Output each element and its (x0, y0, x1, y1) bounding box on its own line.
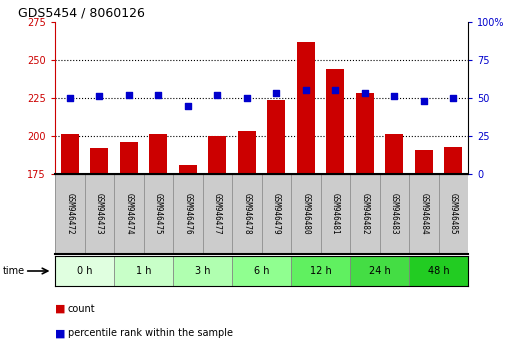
Text: 48 h: 48 h (428, 266, 449, 276)
Point (125, 92, 133, 98)
Text: GDS5454 / 8060126: GDS5454 / 8060126 (18, 6, 145, 19)
Point (361, 91, 369, 96)
Text: GSM946481: GSM946481 (331, 193, 340, 235)
Text: ■: ■ (55, 304, 65, 314)
Text: GSM946474: GSM946474 (124, 193, 133, 235)
Bar (55, 256, 114, 286)
Point (154, 92, 163, 98)
Point (420, 98, 428, 104)
Text: 6 h: 6 h (254, 266, 269, 276)
Point (449, 95, 457, 101)
Text: GSM946479: GSM946479 (272, 193, 281, 235)
Bar (297, 42, 314, 174)
Bar (356, 93, 373, 174)
Text: GSM946473: GSM946473 (95, 193, 104, 235)
Bar (444, 147, 462, 174)
Text: ■: ■ (55, 329, 65, 338)
Text: GSM946477: GSM946477 (213, 193, 222, 235)
Bar (208, 136, 226, 174)
Point (183, 103, 192, 108)
Bar (61, 135, 79, 174)
Text: 0 h: 0 h (77, 266, 92, 276)
Bar (114, 256, 173, 286)
Text: GSM946485: GSM946485 (449, 193, 458, 235)
Bar (179, 165, 197, 174)
Point (301, 87, 310, 93)
Bar (350, 256, 409, 286)
Bar (91, 148, 108, 174)
Bar (149, 135, 167, 174)
Point (213, 92, 221, 98)
Bar (238, 131, 255, 174)
Text: 1 h: 1 h (136, 266, 151, 276)
Point (95, 94, 104, 99)
Point (66, 95, 74, 101)
Text: GSM946483: GSM946483 (390, 193, 399, 235)
Bar (232, 256, 291, 286)
Point (331, 87, 339, 93)
Text: time: time (3, 266, 25, 276)
Point (272, 91, 280, 96)
Bar (326, 69, 344, 174)
Bar (291, 256, 350, 286)
Bar (120, 142, 138, 174)
Bar (385, 135, 403, 174)
Point (242, 95, 251, 101)
Bar (267, 99, 285, 174)
Text: percentile rank within the sample: percentile rank within the sample (68, 329, 233, 338)
Text: GSM946472: GSM946472 (65, 193, 74, 235)
Text: 24 h: 24 h (369, 266, 391, 276)
Bar (409, 256, 468, 286)
Text: 12 h: 12 h (310, 266, 332, 276)
Text: GSM946480: GSM946480 (301, 193, 310, 235)
Point (390, 94, 398, 99)
Text: 3 h: 3 h (195, 266, 210, 276)
Text: count: count (68, 304, 96, 314)
Bar (173, 256, 232, 286)
Text: GSM946482: GSM946482 (360, 193, 369, 235)
Text: GSM946475: GSM946475 (154, 193, 163, 235)
Text: GSM946478: GSM946478 (242, 193, 251, 235)
Text: GSM946484: GSM946484 (419, 193, 428, 235)
Text: GSM946476: GSM946476 (183, 193, 192, 235)
Bar (415, 150, 433, 174)
